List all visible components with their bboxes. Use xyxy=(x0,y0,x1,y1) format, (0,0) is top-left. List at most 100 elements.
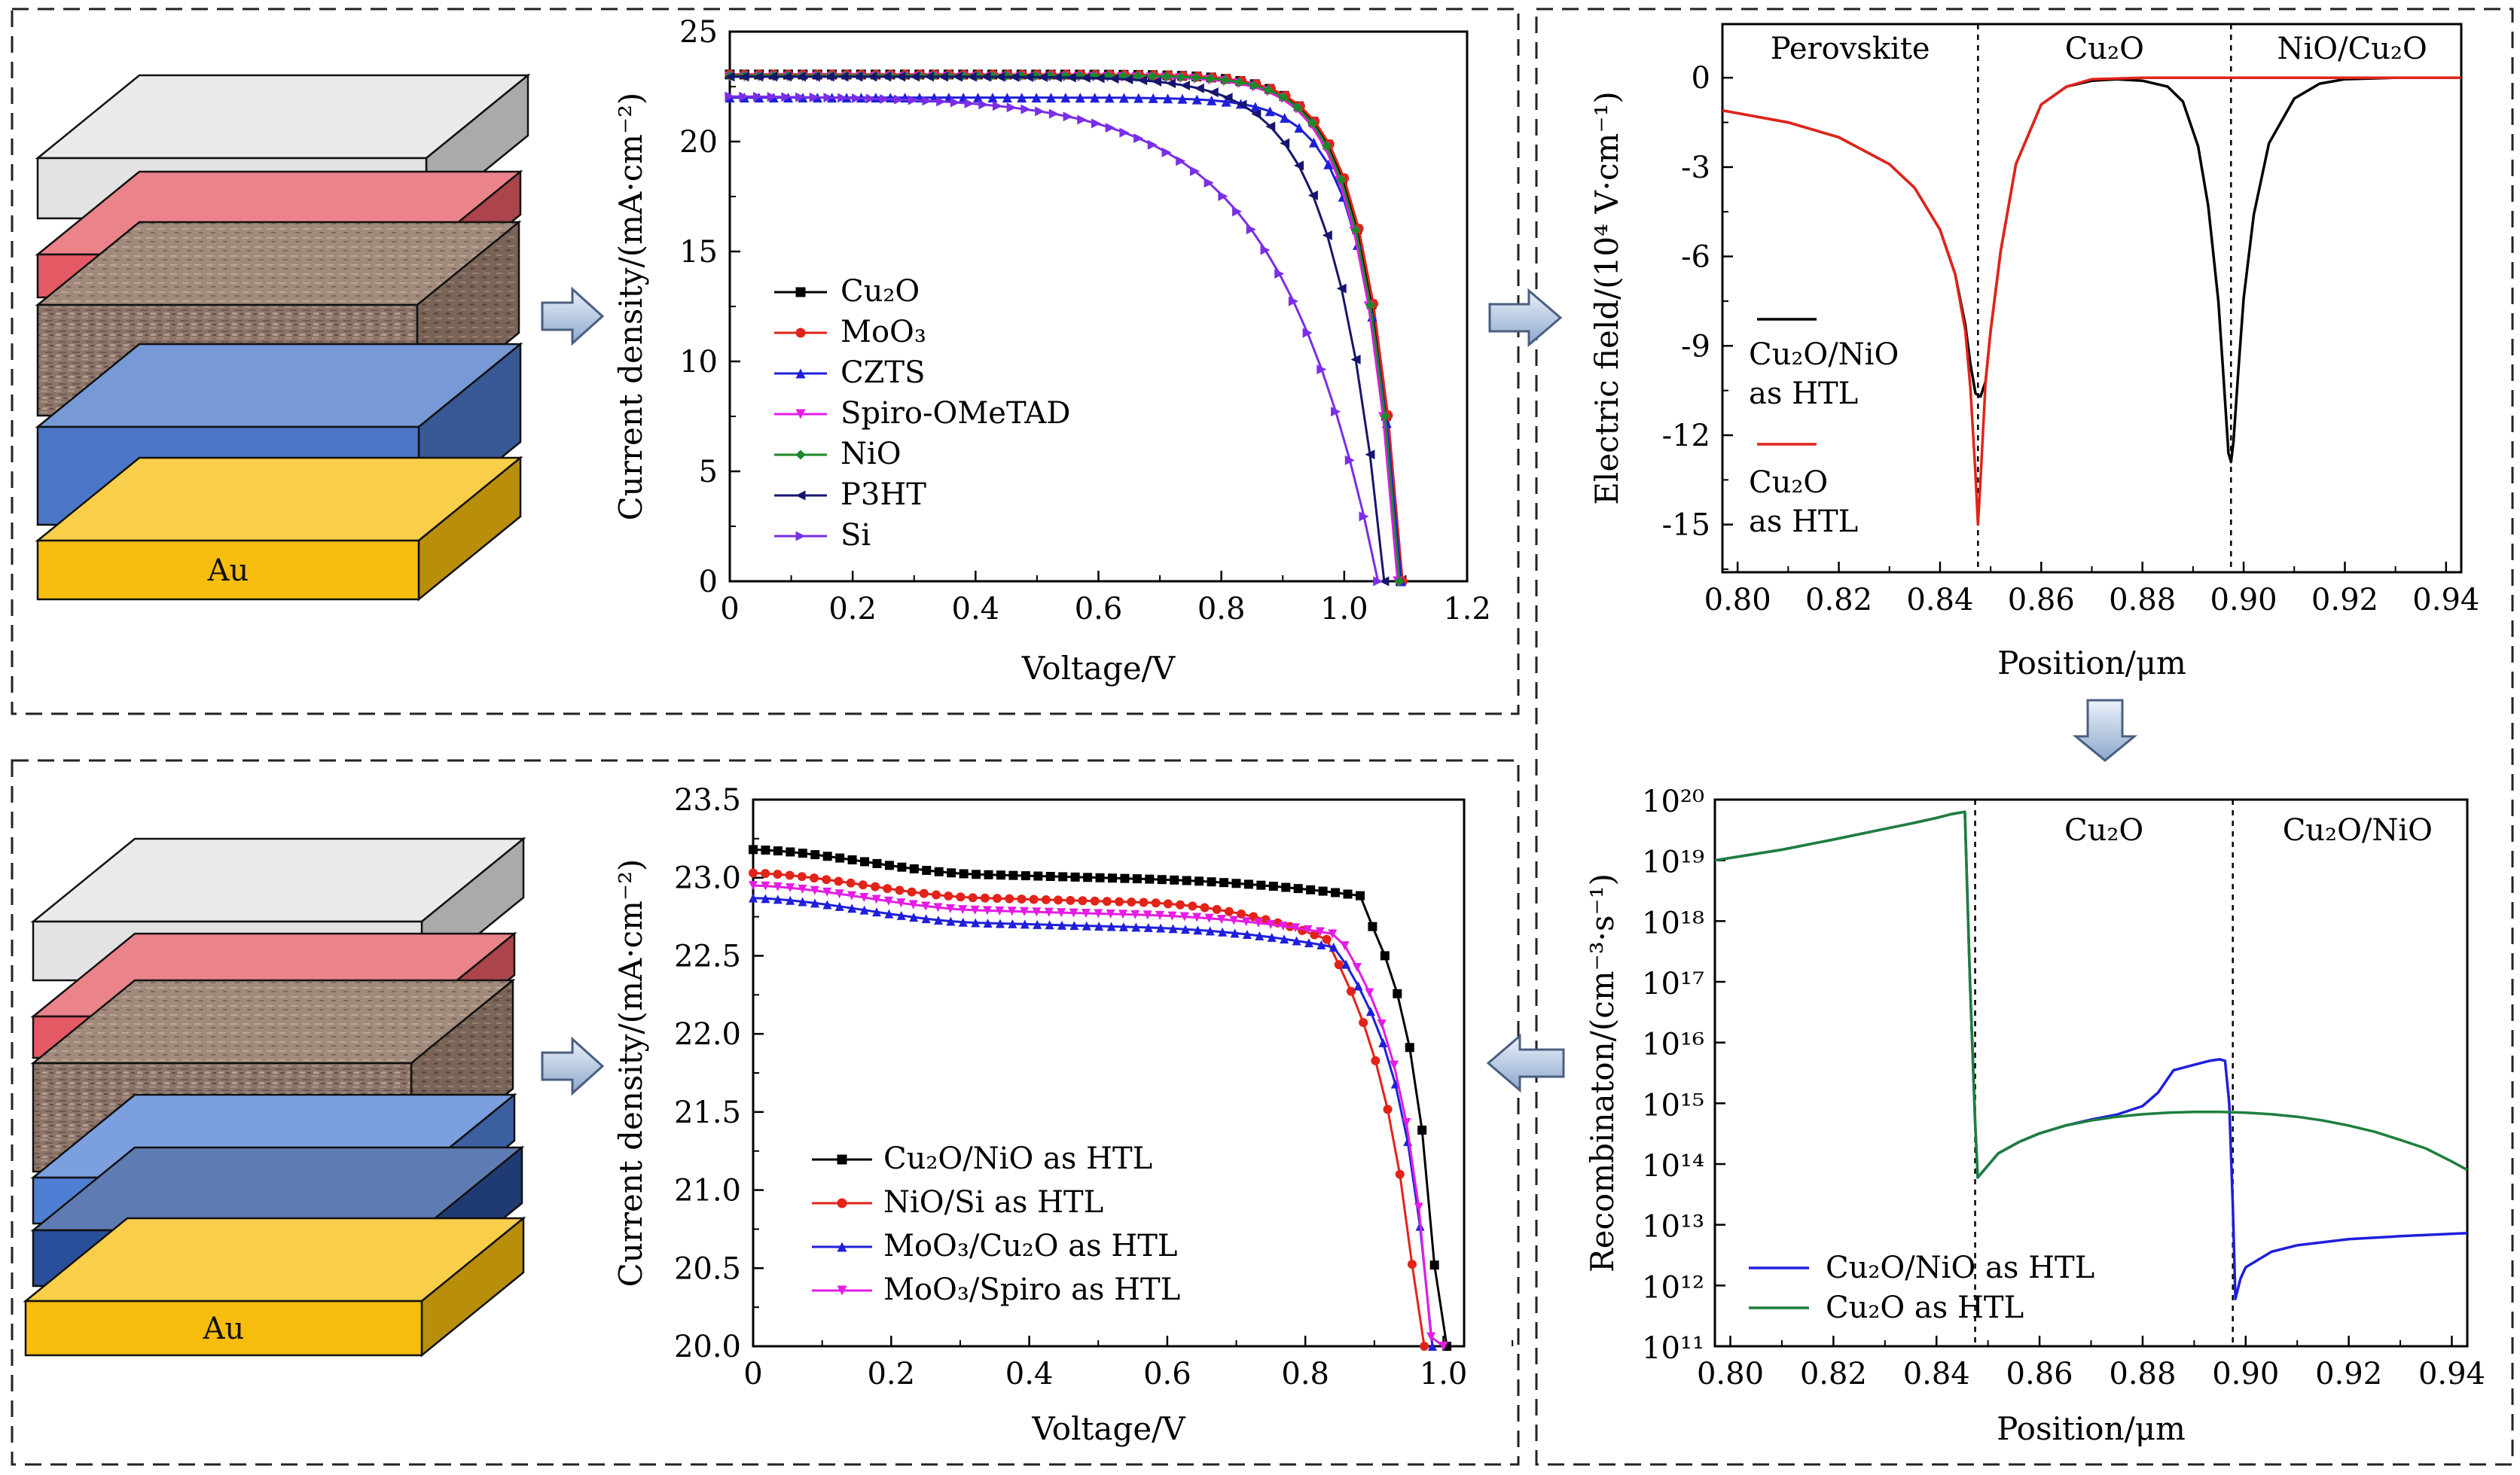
data-point xyxy=(847,904,857,913)
data-point xyxy=(1182,876,1191,885)
data-point xyxy=(1091,118,1101,129)
x-axis-label: Position/μm xyxy=(1997,1410,2186,1447)
data-point xyxy=(824,72,834,82)
data-point xyxy=(919,888,929,898)
y-tick-label: 10²⁰ xyxy=(1642,785,1704,819)
data-point xyxy=(1176,156,1186,166)
data-point xyxy=(993,101,1003,111)
data-point xyxy=(1208,87,1219,98)
data-point xyxy=(1045,871,1055,881)
data-point xyxy=(909,864,919,873)
data-point xyxy=(773,882,783,891)
data-point xyxy=(786,895,795,905)
x-tick-label: 0.6 xyxy=(1143,1357,1191,1391)
data-point xyxy=(749,845,758,855)
data-point xyxy=(1340,941,1350,951)
data-point xyxy=(922,865,932,875)
y-tick-label: 21.0 xyxy=(674,1174,741,1208)
data-point xyxy=(1359,1018,1368,1028)
data-point xyxy=(884,896,894,906)
data-point xyxy=(958,905,968,915)
data-point xyxy=(972,870,981,879)
data-point xyxy=(1031,93,1042,103)
data-point xyxy=(1292,936,1301,946)
data-point xyxy=(1048,108,1059,119)
data-point xyxy=(871,907,881,917)
data-point xyxy=(725,91,735,102)
data-point xyxy=(1341,959,1351,969)
y-tick-label: 0 xyxy=(1692,61,1710,96)
data-point xyxy=(1218,190,1228,201)
data-point xyxy=(1032,907,1042,917)
series-Cu₂O xyxy=(725,69,1406,587)
data-point xyxy=(1143,910,1152,920)
data-point xyxy=(1179,912,1189,922)
x-tick-label: 0.86 xyxy=(2006,1357,2073,1391)
data-point xyxy=(1280,934,1289,944)
data-point xyxy=(908,900,918,910)
data-point xyxy=(1218,927,1228,937)
legend-label: Cu₂O/NiO as HTL xyxy=(883,1141,1152,1176)
data-point xyxy=(1267,932,1277,942)
data-point xyxy=(933,915,943,925)
data-point xyxy=(1310,930,1319,940)
x-tick-label: 0.94 xyxy=(2418,1357,2485,1391)
data-point xyxy=(1161,72,1172,82)
data-point xyxy=(1355,891,1365,901)
legend-label: MoO₃ xyxy=(841,315,926,349)
data-point xyxy=(1378,1038,1388,1047)
x-tick-label: 0.88 xyxy=(2109,1357,2176,1391)
data-point xyxy=(995,906,1005,916)
series-line xyxy=(730,75,1399,582)
data-point xyxy=(1331,888,1341,897)
data-point xyxy=(739,91,749,102)
data-point xyxy=(1189,166,1200,176)
data-point xyxy=(761,869,770,879)
data-point xyxy=(1393,989,1402,998)
data-point xyxy=(1029,894,1039,904)
data-point xyxy=(1331,407,1341,417)
data-point xyxy=(1094,909,1103,919)
data-point xyxy=(1008,919,1017,928)
frame-bottom-left xyxy=(11,759,1520,1466)
x-tick-label: 0.84 xyxy=(1903,1357,1970,1391)
y-tick-label: 25 xyxy=(679,15,718,50)
data-point xyxy=(1316,940,1326,949)
x-tick-label: 0.82 xyxy=(1805,583,1872,617)
layer-label: Au xyxy=(203,1312,245,1346)
data-point xyxy=(1224,907,1234,916)
data-point xyxy=(1024,72,1034,82)
data-point xyxy=(1176,900,1185,910)
data-point xyxy=(1242,930,1252,940)
data-point xyxy=(749,881,758,891)
series-line xyxy=(1722,76,2461,526)
y-tick-label: 10¹⁷ xyxy=(1642,967,1704,1001)
x-tick-label: 0.92 xyxy=(2311,583,2378,617)
legend-label: Cu₂O/NiO as HTL xyxy=(1826,1251,2094,1285)
data-point xyxy=(1303,925,1313,934)
data-point xyxy=(1180,925,1190,934)
series-Cu₂O/NiO as HTL xyxy=(749,845,1452,1351)
jv-chart-htl-comparison: 0 0.2 0.4 0.6 0.8 1.0 1.2 0 5 10 15 20 25 Voltage/V Cu… xyxy=(612,15,1491,687)
x-tick-label: 0.82 xyxy=(1800,1357,1867,1391)
data-point xyxy=(1194,83,1204,93)
data-point xyxy=(860,857,870,867)
data-point xyxy=(1308,137,1319,148)
data-point xyxy=(810,885,819,895)
data-point xyxy=(773,894,783,904)
data-point xyxy=(795,287,806,297)
data-point xyxy=(1219,878,1229,888)
legend-label: as HTL xyxy=(1749,376,1858,411)
data-point xyxy=(1075,93,1085,103)
data-point xyxy=(1268,882,1278,891)
data-point xyxy=(1221,96,1231,107)
data-point xyxy=(1057,908,1066,918)
device-stack-bottom: FTOZnOCs₂AgBiI₆HTL1HTL2Au xyxy=(23,837,526,1358)
data-point xyxy=(809,92,819,102)
arrow-right-icon xyxy=(541,1036,605,1096)
data-point xyxy=(761,894,770,904)
data-point xyxy=(894,94,905,105)
arrow-down-icon xyxy=(2072,699,2138,762)
data-point xyxy=(1161,147,1172,157)
data-point xyxy=(749,868,758,878)
